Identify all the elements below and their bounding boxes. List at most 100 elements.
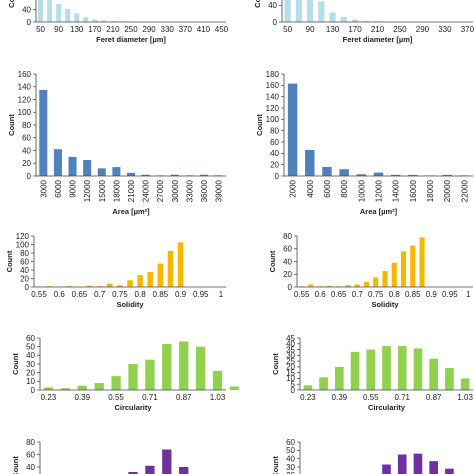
- x-tick-label: 0.7: [352, 290, 364, 299]
- y-axis-title: Count: [11, 456, 20, 474]
- bar: [126, 172, 136, 176]
- bar: [334, 366, 344, 390]
- y-tick-label: 0: [27, 18, 32, 27]
- bar: [382, 271, 388, 287]
- x-tick-label: 0.9: [426, 290, 438, 299]
- x-tick-label: 18000: [426, 179, 435, 202]
- bar: [177, 242, 184, 287]
- x-tick-label: 12000: [375, 179, 384, 202]
- bar: [83, 17, 89, 22]
- x-axis-title: Solidity: [116, 300, 144, 309]
- bar: [429, 358, 439, 390]
- bar: [212, 370, 223, 390]
- y-tick-label: 20: [26, 368, 35, 377]
- bar: [83, 160, 92, 176]
- y-tick-label: 10: [286, 374, 295, 383]
- x-tick-label: 0.85: [153, 290, 169, 299]
- bar: [195, 346, 206, 390]
- bar: [390, 174, 401, 176]
- bar: [229, 386, 240, 390]
- x-tick-label: 0.71: [394, 393, 410, 402]
- x-tick-label: 27000: [156, 179, 165, 202]
- y-tick-label: 20: [286, 363, 295, 372]
- y-tick-label: 30: [286, 463, 295, 472]
- bar: [363, 281, 370, 287]
- y-tick-label: 15: [286, 368, 295, 377]
- y-tick-label: 60: [22, 134, 31, 143]
- bar: [167, 250, 174, 287]
- x-tick-label: 10000: [357, 179, 366, 202]
- bar: [38, 0, 44, 22]
- y-tick-label: 80: [22, 121, 31, 130]
- bar: [445, 368, 454, 390]
- y-tick-label: 50: [26, 342, 35, 351]
- x-axis-title: Circularity: [114, 403, 152, 412]
- x-tick-label: 130: [326, 25, 340, 34]
- bar: [147, 272, 153, 287]
- x-tick-label: 0.8: [389, 290, 401, 299]
- x-tick-label: 3000: [39, 179, 48, 197]
- y-tick-label: 100: [18, 108, 32, 117]
- x-tick-label: 370: [461, 25, 474, 34]
- bar: [382, 464, 391, 474]
- x-axis-title: Area [µm²]: [112, 207, 150, 216]
- bar: [460, 378, 470, 390]
- x-tick-label: 0.95: [193, 290, 209, 299]
- x-tick-label: 0.65: [331, 290, 347, 299]
- y-tick-label: 20: [283, 270, 292, 279]
- bar: [400, 251, 407, 287]
- bar: [66, 286, 73, 287]
- bar: [117, 285, 123, 287]
- bar: [373, 277, 379, 287]
- x-tick-label: 0.95: [442, 290, 458, 299]
- bar: [413, 348, 423, 390]
- x-tick-label: 0.55: [108, 393, 124, 402]
- y-tick-label: 30: [286, 351, 295, 360]
- y-tick-label: 120: [16, 232, 30, 241]
- bar: [128, 364, 138, 390]
- y-axis-title: Count: [7, 114, 16, 136]
- x-tick-label: 290: [142, 25, 156, 34]
- bar: [68, 156, 77, 176]
- x-tick-label: 30000: [171, 179, 180, 202]
- bar: [110, 21, 116, 22]
- bar: [345, 285, 351, 287]
- bar: [200, 174, 209, 176]
- x-tick-label: 290: [416, 25, 430, 34]
- y-axis-title: Count: [271, 456, 280, 474]
- x-tick-label: 4000: [306, 179, 315, 197]
- y-tick-label: 30: [26, 360, 35, 369]
- x-tick-label: 2000: [289, 179, 298, 197]
- y-axis-title: Count: [253, 0, 262, 8]
- bar: [170, 174, 179, 176]
- bar: [356, 174, 367, 176]
- panel-purple-right: 0102030405060Count: [271, 438, 454, 474]
- x-axis-title: Feret diameter [µm]: [343, 35, 413, 44]
- panel-area-left: 0 20 40 60 80 100 120 140 160 3000 6000 9000 12000 15…: [7, 70, 226, 216]
- x-tick-label: 0.9: [175, 290, 187, 299]
- y-tick-label: 80: [22, 0, 31, 2]
- x-tick-label: 0.7: [94, 290, 106, 299]
- y-tick-label: 25: [286, 357, 295, 366]
- x-tick-label: 170: [88, 25, 102, 34]
- bar: [413, 453, 423, 474]
- y-tick-label: 20: [286, 471, 295, 474]
- y-tick-label: 50: [286, 446, 295, 455]
- bar: [410, 245, 416, 287]
- bar: [92, 19, 98, 22]
- bar: [284, 0, 291, 22]
- bar: [351, 19, 359, 22]
- y-tick-label: 160: [18, 70, 32, 79]
- bar: [127, 280, 133, 287]
- x-tick-label: 22000: [460, 179, 469, 202]
- bar: [141, 174, 150, 176]
- x-tick-label: 0.87: [426, 393, 442, 402]
- bar: [128, 472, 138, 474]
- y-tick-label: 160: [266, 81, 280, 90]
- x-tick-label: 39000: [215, 179, 224, 202]
- x-tick-label: 16000: [409, 179, 418, 202]
- bar: [94, 383, 104, 390]
- x-tick-label: 0.65: [72, 290, 88, 299]
